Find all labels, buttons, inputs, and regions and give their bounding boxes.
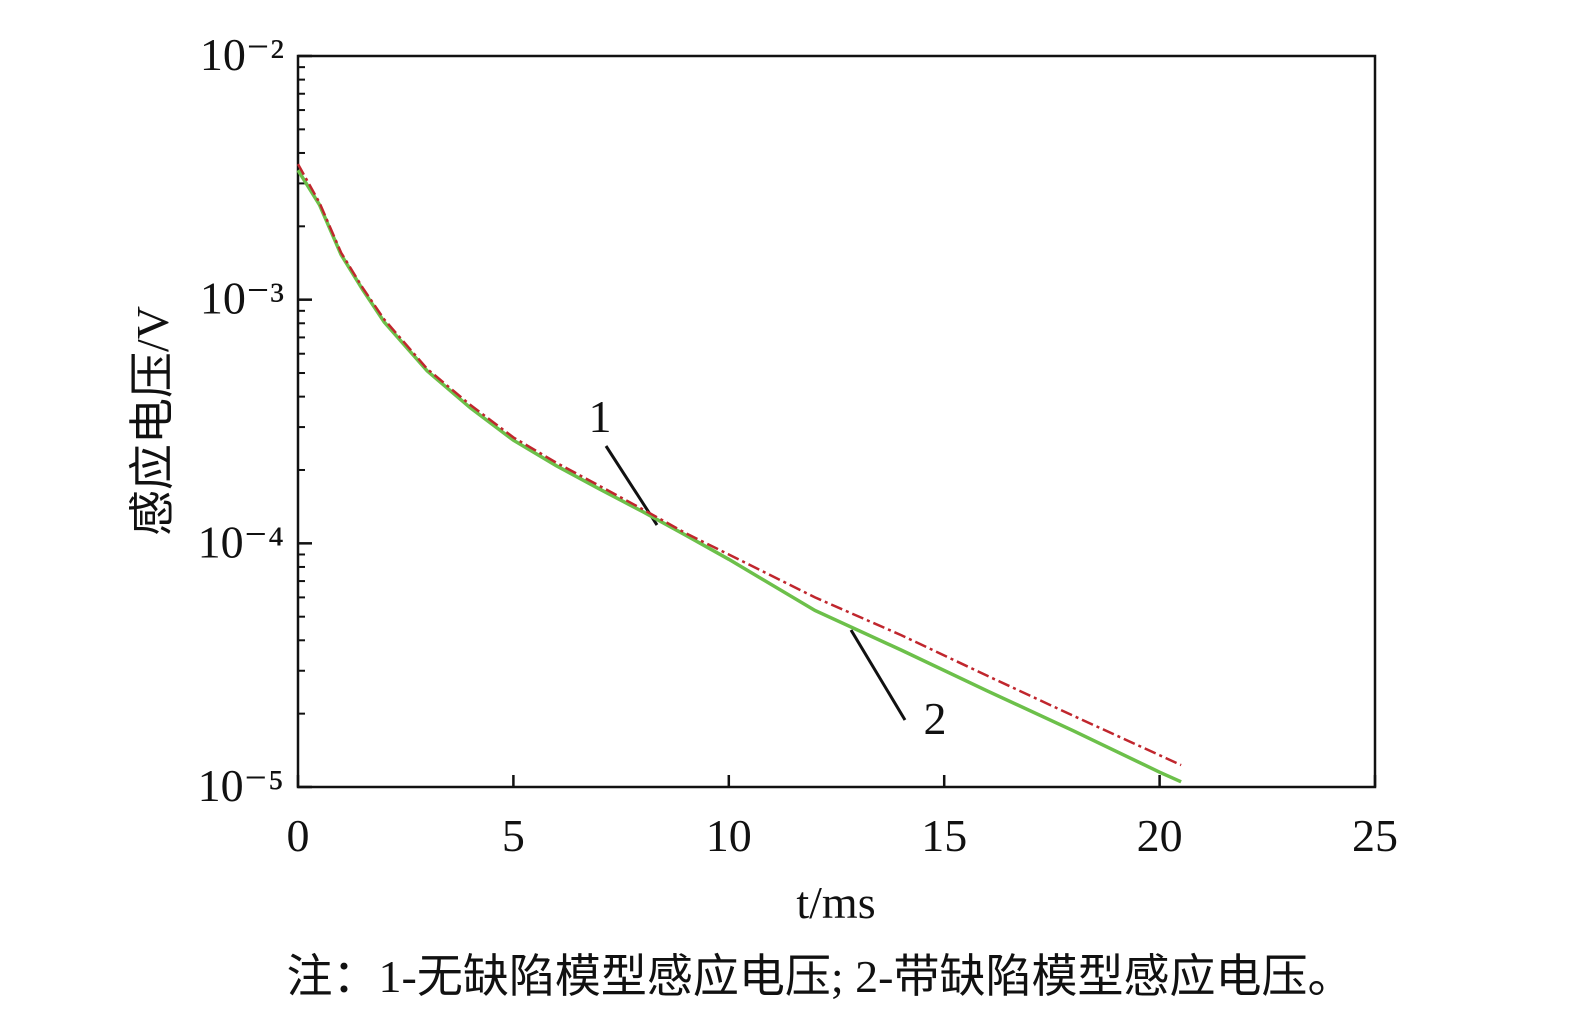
- x-tick-label: 10: [706, 810, 752, 861]
- y-tick-label: 10⁻⁵: [198, 760, 284, 811]
- y-tick-label: 10⁻²: [200, 29, 284, 80]
- x-tick-label: 5: [502, 810, 525, 861]
- series-label: 1: [589, 391, 612, 442]
- y-axis-label: 感应电压/V: [127, 306, 178, 536]
- note: 注：1-无缺陷模型感应电压; 2-带缺陷模型感应电压。: [287, 951, 1354, 1002]
- plot-frame: [296, 54, 1377, 789]
- series-line: [296, 169, 1182, 784]
- x-tick-label: 15: [921, 810, 967, 861]
- x-tick-label: 25: [1352, 810, 1398, 861]
- series-line: [296, 163, 1182, 767]
- x-axis-label: t/ms: [796, 877, 875, 928]
- x-tick-label: 0: [287, 810, 310, 861]
- y-tick-label: 10⁻³: [200, 273, 284, 324]
- y-tick-label: 10⁻⁴: [198, 516, 284, 567]
- series-label: 2: [924, 693, 947, 744]
- leader-line: [849, 629, 907, 721]
- x-tick-label: 20: [1137, 810, 1183, 861]
